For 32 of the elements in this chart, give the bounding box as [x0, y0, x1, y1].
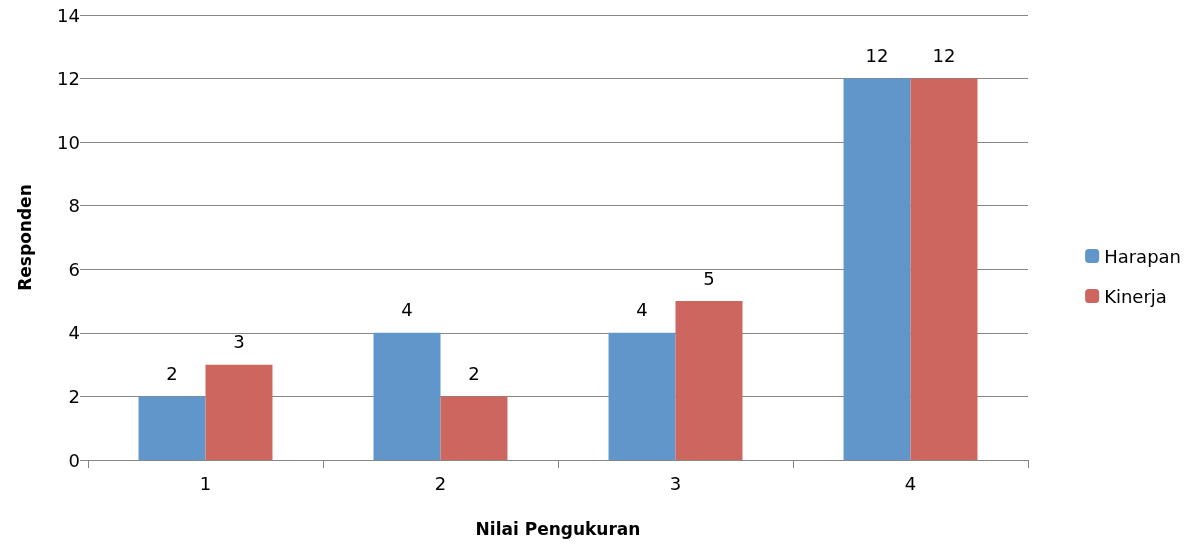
x-tick-label: 3 [669, 472, 682, 494]
y-tick-label: 12 [57, 68, 80, 90]
y-tick-label: 4 [68, 322, 80, 344]
data-label: 4 [401, 299, 413, 321]
bar [138, 396, 206, 460]
y-tick-label: 0 [68, 449, 80, 471]
y-axis-title: Responden [14, 184, 35, 291]
data-label: 4 [636, 299, 648, 321]
bar [205, 364, 273, 460]
legend-label: Kinerja [1104, 285, 1167, 307]
bar [910, 78, 978, 460]
bar [675, 301, 743, 460]
y-tick-label: 8 [68, 195, 80, 217]
data-label: 12 [865, 45, 889, 67]
legend-label: Harapan [1104, 245, 1182, 267]
x-tick-label: 2 [434, 472, 447, 494]
bar [373, 332, 441, 460]
data-label: 5 [703, 267, 715, 289]
y-tick-label: 2 [68, 385, 80, 407]
data-label: 3 [233, 331, 245, 353]
y-tick-label: 10 [57, 131, 80, 153]
y-tick-label: 6 [68, 258, 80, 280]
x-tick-label: 1 [199, 472, 212, 494]
x-axis-title: Nilai Pengukuran [475, 518, 641, 539]
x-tick-label: 4 [904, 472, 917, 494]
data-label: 2 [468, 362, 480, 384]
data-label: 12 [932, 45, 956, 67]
bar [608, 332, 676, 460]
data-label: 2 [166, 362, 178, 384]
bar [440, 396, 508, 460]
y-tick-label: 14 [57, 4, 80, 26]
bar [843, 78, 911, 460]
